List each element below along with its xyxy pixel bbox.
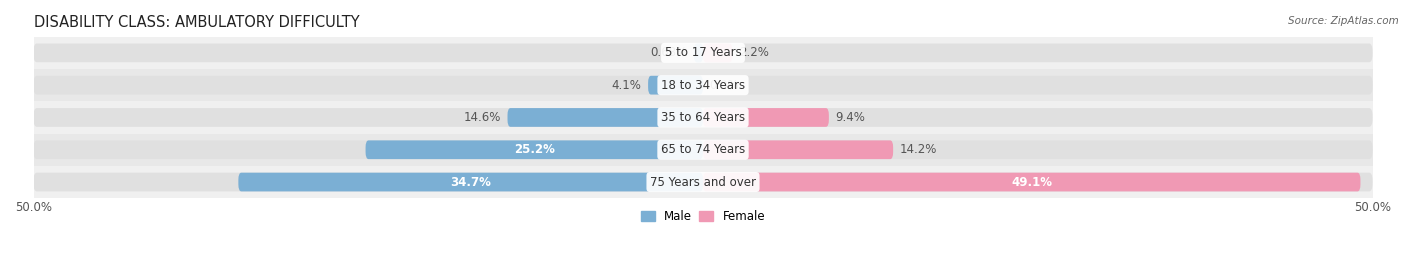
FancyBboxPatch shape <box>34 108 1372 127</box>
Text: 34.7%: 34.7% <box>450 176 491 189</box>
FancyBboxPatch shape <box>703 44 733 62</box>
FancyBboxPatch shape <box>239 173 703 192</box>
FancyBboxPatch shape <box>703 173 1361 192</box>
FancyBboxPatch shape <box>703 108 830 127</box>
Text: 2.2%: 2.2% <box>740 46 769 59</box>
Text: 0.68%: 0.68% <box>650 46 688 59</box>
Text: 0.0%: 0.0% <box>710 79 740 92</box>
FancyBboxPatch shape <box>34 44 1372 62</box>
Text: 18 to 34 Years: 18 to 34 Years <box>661 79 745 92</box>
FancyBboxPatch shape <box>648 76 703 94</box>
FancyBboxPatch shape <box>34 173 1372 192</box>
Legend: Male, Female: Male, Female <box>636 205 770 228</box>
Bar <box>34 101 1372 134</box>
Text: 14.6%: 14.6% <box>464 111 501 124</box>
Text: Source: ZipAtlas.com: Source: ZipAtlas.com <box>1288 16 1399 26</box>
FancyBboxPatch shape <box>34 76 1372 94</box>
Bar <box>34 37 1372 69</box>
Text: 5 to 17 Years: 5 to 17 Years <box>665 46 741 59</box>
Bar <box>34 166 1372 198</box>
Text: 65 to 74 Years: 65 to 74 Years <box>661 143 745 156</box>
FancyBboxPatch shape <box>695 44 703 62</box>
Text: 75 Years and over: 75 Years and over <box>650 176 756 189</box>
Text: 9.4%: 9.4% <box>835 111 866 124</box>
Text: 14.2%: 14.2% <box>900 143 938 156</box>
Text: 49.1%: 49.1% <box>1011 176 1052 189</box>
FancyBboxPatch shape <box>34 140 1372 159</box>
Bar <box>34 134 1372 166</box>
Text: 35 to 64 Years: 35 to 64 Years <box>661 111 745 124</box>
Text: 4.1%: 4.1% <box>612 79 641 92</box>
Text: 25.2%: 25.2% <box>513 143 555 156</box>
FancyBboxPatch shape <box>508 108 703 127</box>
Bar <box>34 69 1372 101</box>
FancyBboxPatch shape <box>703 140 893 159</box>
FancyBboxPatch shape <box>366 140 703 159</box>
Text: DISABILITY CLASS: AMBULATORY DIFFICULTY: DISABILITY CLASS: AMBULATORY DIFFICULTY <box>34 15 359 30</box>
